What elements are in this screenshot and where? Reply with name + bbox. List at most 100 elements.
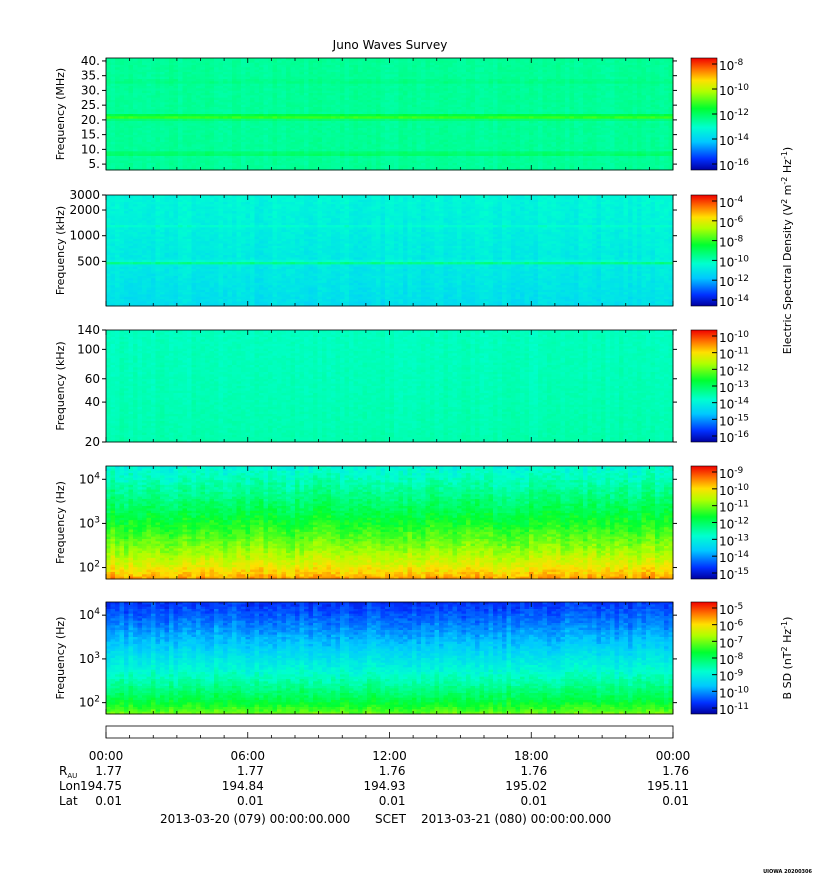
colorbar-tick-label: 10-8 <box>719 58 744 73</box>
colorbar-tick-label: 10-12 <box>719 517 749 532</box>
colorbar-tick-label: 10-7 <box>719 635 743 650</box>
colorbar-tick-label: 10-10 <box>719 483 749 498</box>
y-axis-label: Frequency (Hz) <box>54 481 67 564</box>
y-tick-label: 102 <box>79 560 100 575</box>
time-tick-label: 18:00 <box>514 749 549 763</box>
colorbar-tick-label: 10-4 <box>719 195 744 210</box>
y-tick-label: 100 <box>77 342 100 356</box>
colorbar-tick-label: 10-11 <box>719 347 749 362</box>
colorbar-tick-label: 10-10 <box>719 330 749 345</box>
ephemeris-value: 1.77 <box>95 764 122 778</box>
ephemeris-value: 195.02 <box>505 779 547 793</box>
colorbar-tick-label: 10-6 <box>719 215 744 230</box>
y-tick-label: 102 <box>79 695 100 710</box>
colorbar-tick-label: 10-11 <box>719 702 749 717</box>
y-tick-label: 30. <box>81 83 100 97</box>
end-time-label: 2013-03-21 (080) 00:00:00.000 <box>421 812 611 826</box>
time-tick-label: 00:00 <box>656 749 691 763</box>
y-tick-label: 40 <box>85 395 100 409</box>
ephemeris-value: 194.93 <box>364 779 406 793</box>
colorbar-tick-label: 10-6 <box>719 619 744 634</box>
y-tick-label: 103 <box>79 515 100 530</box>
time-axis: 00:00 06:00 12:00 18:00 00:00 RAU 1.77 1.77 1.76… <box>59 726 690 808</box>
y-axis-label: Frequency (kHz) <box>54 206 67 295</box>
y-tick-label: 5. <box>89 157 100 171</box>
y-tick-label: 104 <box>79 471 100 486</box>
ephemeris-value: 194.75 <box>80 779 122 793</box>
footer-stamp: UIOWA 20200306 <box>763 869 812 875</box>
colorbar-tick-label: 10-14 <box>719 550 749 565</box>
y-tick-label: 35. <box>81 69 100 83</box>
y-tick-label: 20 <box>85 435 100 449</box>
y-axis-label: Frequency (MHz) <box>54 68 67 160</box>
colorbar-tick-label: 10-13 <box>719 380 749 395</box>
colorbar-tick-label: 10-10 <box>719 685 749 700</box>
colorbar-tick-label: 10-11 <box>719 500 749 515</box>
colorbar-tick-label: 10-12 <box>719 363 749 378</box>
ephemeris-value: 0.01 <box>237 794 264 808</box>
ephemeris-value: 0.01 <box>521 794 548 808</box>
colorbar-tick-label: 10-14 <box>719 133 749 148</box>
ephemeris-value: 0.01 <box>379 794 406 808</box>
ephemeris-value: 1.77 <box>237 764 264 778</box>
colorbar-tick-label: 10-15 <box>719 413 749 428</box>
ephemeris-value: 1.76 <box>521 764 548 778</box>
y-tick-label: 1000 <box>69 229 100 243</box>
ephemeris-value: 1.76 <box>379 764 406 778</box>
colorbar-2: 10-4 10-6 10-8 10-10 10-12 10-14 Electric Spec… <box>691 147 794 354</box>
spectrogram-panel-lfr-low: 104 103 102 Frequency (Hz) <box>54 466 677 579</box>
y-axis-label: Frequency (kHz) <box>54 341 67 430</box>
scet-label: SCET <box>375 812 407 826</box>
y-tick-label: 2000 <box>69 203 100 217</box>
ephemeris-value: 1.76 <box>662 764 689 778</box>
colorbar-tick-label: 10-14 <box>719 397 749 412</box>
ephemeris-row-label: Lon <box>59 779 80 793</box>
colorbar-tick-label: 10-12 <box>719 274 749 289</box>
ephemeris-row-label: RAU <box>59 764 77 780</box>
colorbar-tick-label: 10-10 <box>719 83 749 98</box>
y-tick-label: 60 <box>85 372 100 386</box>
spectrogram-panel-hfwbr-high: 40.35.30.25.20.15.10.5.Frequency (MHz) <box>54 54 677 171</box>
colorbar-label: B SD (nT2 Hz-1) <box>780 617 794 700</box>
colorbar-gradient <box>691 195 717 306</box>
y-tick-label: 103 <box>79 651 100 666</box>
colorbar-1: 10-8 10-10 10-12 10-14 10-16 <box>691 58 749 173</box>
colorbar-label: Electric Spectral Density (V2 m-2 Hz-1) <box>780 147 794 354</box>
colorbar-tick-label: 10-8 <box>719 235 744 250</box>
y-tick-label: 500 <box>77 254 100 268</box>
y-tick-label: 40. <box>81 54 100 68</box>
ephemeris-value: 0.01 <box>95 794 122 808</box>
colorbar-tick-label: 10-9 <box>719 466 744 481</box>
colorbar-tick-label: 10-14 <box>719 294 749 309</box>
juno-waves-survey-chart: Juno Waves Survey 40.35.30.25.20.15.10.5… <box>0 0 815 880</box>
spectrogram-panel-lfr-high: 140 100 60 40 20 Frequency (kHz) <box>54 323 677 449</box>
colorbar-tick-label: 10-16 <box>719 158 749 173</box>
spectrogram-panel-magnetic: 104 103 102 Frequency (Hz) <box>54 602 677 714</box>
y-tick-label: 20. <box>81 113 100 127</box>
start-time-label: 2013-03-20 (079) 00:00:00.000 <box>160 812 350 826</box>
colorbar-tick-label: 10-12 <box>719 108 749 123</box>
time-tick-label: 00:00 <box>89 749 124 763</box>
colorbar-tick-label: 10-9 <box>719 669 744 684</box>
ephemeris-value: 0.01 <box>662 794 689 808</box>
y-tick-label: 104 <box>79 607 100 622</box>
ephemeris-value: 195.11 <box>647 779 689 793</box>
y-tick-label: 10. <box>81 142 100 156</box>
time-tick-label: 12:00 <box>372 749 407 763</box>
chart-title: Juno Waves Survey <box>332 38 448 52</box>
y-tick-label: 25. <box>81 98 100 112</box>
time-tick-label: 06:00 <box>230 749 265 763</box>
colorbar-tick-label: 10-5 <box>719 602 743 617</box>
ephemeris-row-label: Lat <box>59 794 78 808</box>
colorbar-tick-label: 10-10 <box>719 254 749 269</box>
y-tick-label: 3000 <box>69 188 100 202</box>
y-axis-label: Frequency (Hz) <box>54 617 67 700</box>
ephemeris-value: 194.84 <box>222 779 264 793</box>
y-tick-label: 140 <box>77 323 100 337</box>
colorbar-tick-label: 10-16 <box>719 430 749 445</box>
colorbar-tick-label: 10-13 <box>719 533 749 548</box>
